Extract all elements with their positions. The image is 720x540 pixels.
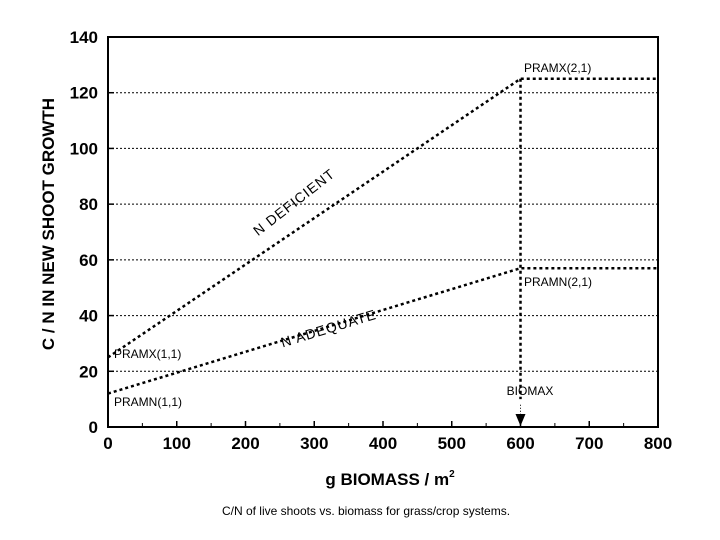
x-tick-label-700: 700	[575, 434, 603, 453]
axis-ticks: 0 20 40 60 80 100 120 140 0 100 200 300 400 500 600 700…	[70, 28, 673, 453]
x-tick-label-300: 300	[300, 434, 328, 453]
y-tick-label-80: 80	[79, 195, 98, 214]
y-tick-label-140: 140	[70, 28, 98, 47]
biomax-arrow-head	[515, 414, 526, 426]
x-axis-title: g BIOMASS / m2	[325, 469, 455, 489]
x-tick-label-0: 0	[103, 434, 112, 453]
series-line-1	[107, 266, 658, 395]
annotation-pramx11: PRAMX(1,1)	[114, 347, 181, 361]
x-tick-label-200: 200	[231, 434, 259, 453]
y-axis-title: C / N IN NEW SHOOT GROWTH	[39, 98, 58, 350]
y-tick-label-60: 60	[79, 251, 98, 270]
y-tick-label-40: 40	[79, 307, 98, 326]
series-lines	[107, 77, 658, 426]
y-tick-label-100: 100	[70, 139, 98, 158]
biomax-label: BIOMAX	[507, 384, 554, 398]
annotation-pramn11: PRAMN(1,1)	[114, 395, 182, 409]
y-tick-label-0: 0	[89, 418, 98, 437]
y-tick-label-120: 120	[70, 84, 98, 103]
annotation-pramx21: PRAMX(2,1)	[524, 61, 591, 75]
annotation-pramn21: PRAMN(2,1)	[524, 275, 592, 289]
grid-lines	[108, 92, 658, 372]
figure-caption: C/N of live shoots vs. biomass for grass…	[222, 504, 510, 518]
annotation-n-deficient: N DEFICIENT	[250, 165, 338, 238]
annotation-n-adequate: N ADEQUATE	[279, 306, 379, 350]
y-tick-label-20: 20	[79, 362, 98, 381]
x-tick-label-600: 600	[506, 434, 534, 453]
x-tick-label-500: 500	[438, 434, 466, 453]
x-tick-label-800: 800	[644, 434, 672, 453]
x-tick-label-100: 100	[163, 434, 191, 453]
series-line-0	[107, 77, 658, 359]
x-tick-label-400: 400	[369, 434, 397, 453]
